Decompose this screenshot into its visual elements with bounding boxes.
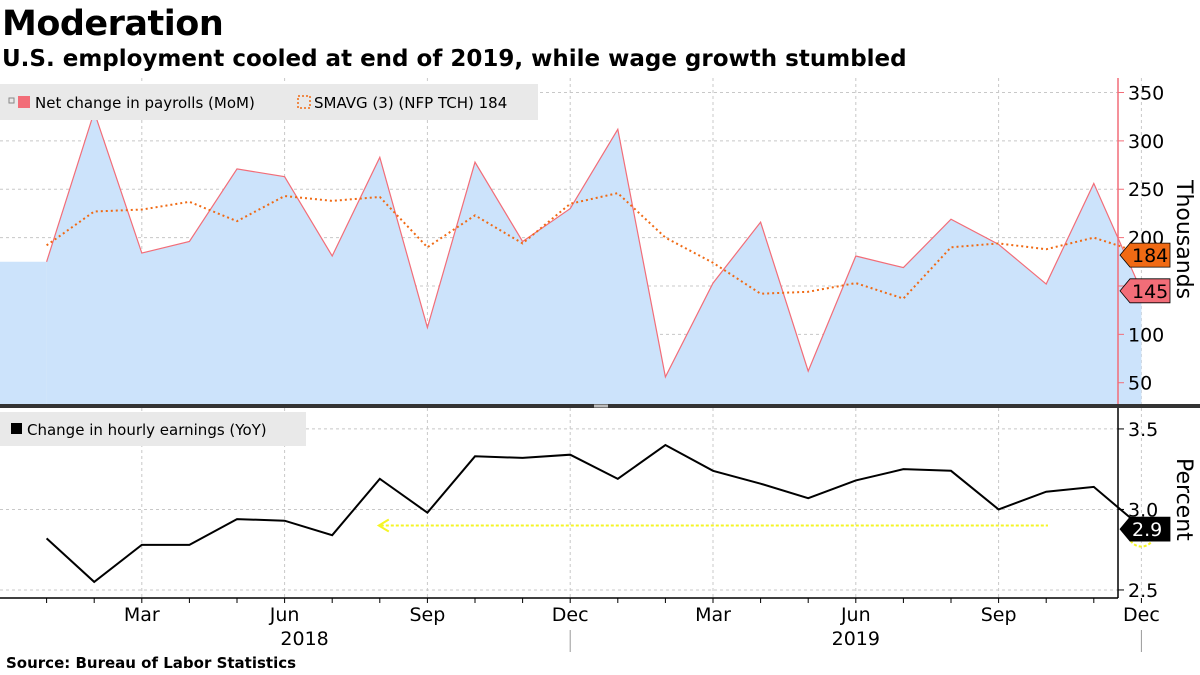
earnings-legend-swatch: [11, 423, 22, 434]
earnings-line: [45, 443, 1143, 584]
x-tick-label: Sep: [409, 604, 445, 626]
top-y-tick-label: 250: [1128, 179, 1164, 201]
smavg-last-value-tag: 184: [1132, 245, 1168, 267]
earnings-legend-label: Change in hourly earnings (YoY): [27, 421, 267, 439]
chart-subtitle: U.S. employment cooled at end of 2019, w…: [2, 46, 907, 72]
x-tick-label: Mar: [695, 604, 731, 626]
smavg-legend-swatch: [297, 95, 311, 109]
x-year-label: 2019: [832, 628, 880, 650]
axes: 501001502002503003502.53.03.51841452.9Ma…: [0, 78, 1171, 652]
bottom-y-tick-label: 3.0: [1128, 499, 1158, 521]
payrolls-area-edge: [0, 261, 47, 404]
x-year-label: 2018: [280, 628, 328, 650]
smavg-legend-label: SMAVG (3) (NFP TCH) 184: [314, 94, 507, 112]
bottom-y-tick-label: 3.5: [1128, 419, 1158, 441]
top-y-tick-label: 100: [1128, 324, 1164, 346]
legend-collapse-icon[interactable]: [8, 97, 15, 104]
top-legend-box: [0, 84, 538, 120]
payrolls-legend-label: Net change in payrolls (MoM): [35, 94, 255, 112]
top-y-tick-label: 50: [1128, 373, 1152, 395]
top-panel-marks: [0, 109, 1142, 404]
bottom-y-tick-label: 2.5: [1128, 580, 1158, 602]
bottom-panel-marks: [45, 443, 1156, 584]
x-tick-label: Sep: [981, 604, 1017, 626]
smavg-last-value-tag-bg: [1119, 242, 1171, 268]
payrolls-legend-swatch: [18, 96, 30, 108]
earnings-last-value-tag: 2.9: [1132, 519, 1162, 541]
payrolls-area: [46, 111, 1142, 404]
top-axis-title: Thousands: [1171, 179, 1196, 299]
bottom-axis-title: Percent: [1171, 458, 1196, 541]
top-y-tick-label: 350: [1128, 83, 1164, 105]
highlight-arrowhead: [376, 518, 390, 533]
earnings-last-value-tag-bg: [1119, 516, 1171, 542]
x-tick-label: Jun: [269, 604, 300, 626]
x-tick-label: Jun: [840, 604, 871, 626]
payrolls-line: [46, 109, 1142, 379]
x-tick-label: Dec: [552, 604, 589, 626]
x-tick-label: Mar: [124, 604, 160, 626]
payrolls-last-value-tag-bg: [1119, 278, 1171, 304]
payrolls-last-value-tag: 145: [1132, 281, 1168, 303]
source-note: Source: Bureau of Labor Statistics: [6, 654, 297, 672]
x-tick-label: Dec: [1123, 604, 1160, 626]
bottom-legend-box: [0, 412, 306, 446]
chart-title: Moderation: [2, 4, 224, 44]
divider-grip-icon[interactable]: [594, 404, 608, 408]
top-y-tick-label: 300: [1128, 131, 1164, 153]
